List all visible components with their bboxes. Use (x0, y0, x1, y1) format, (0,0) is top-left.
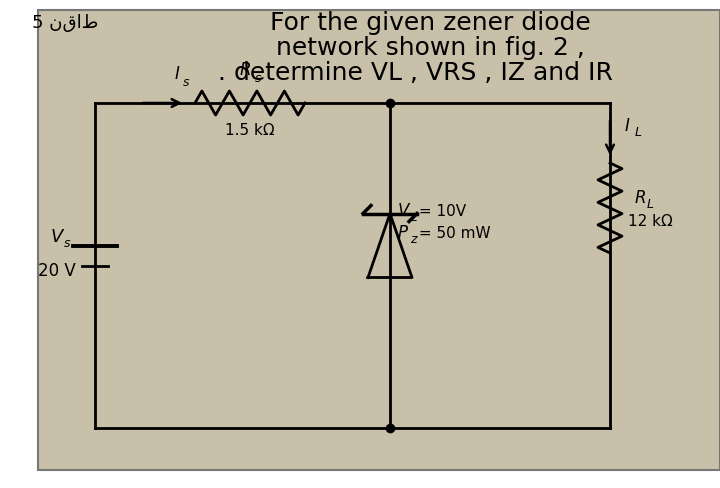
Text: For the given zener diode: For the given zener diode (269, 11, 590, 35)
Text: L: L (647, 198, 654, 210)
Text: s: s (64, 237, 71, 250)
Text: = 50 mW: = 50 mW (414, 226, 490, 241)
Text: R: R (239, 61, 251, 79)
Text: 20 V: 20 V (38, 262, 76, 280)
Text: s: s (183, 76, 189, 89)
Text: network shown in fig. 2 ,: network shown in fig. 2 , (276, 36, 585, 60)
Text: V: V (51, 228, 63, 246)
Text: I: I (174, 65, 179, 83)
Text: 1.5 kΩ: 1.5 kΩ (225, 123, 275, 138)
Text: R: R (635, 189, 647, 207)
Text: 12 kΩ: 12 kΩ (628, 215, 672, 229)
Text: z: z (410, 211, 416, 224)
Text: = 10V: = 10V (414, 204, 466, 219)
Text: L: L (635, 126, 642, 140)
Text: I: I (625, 117, 630, 135)
Text: . determine VL , VRS , IZ and IR: . determine VL , VRS , IZ and IR (217, 61, 613, 85)
Text: s: s (255, 72, 261, 85)
Text: V: V (398, 203, 410, 221)
Text: P: P (398, 224, 408, 243)
Text: 5 نقاط: 5 نقاط (32, 14, 98, 32)
Text: z: z (410, 233, 416, 246)
